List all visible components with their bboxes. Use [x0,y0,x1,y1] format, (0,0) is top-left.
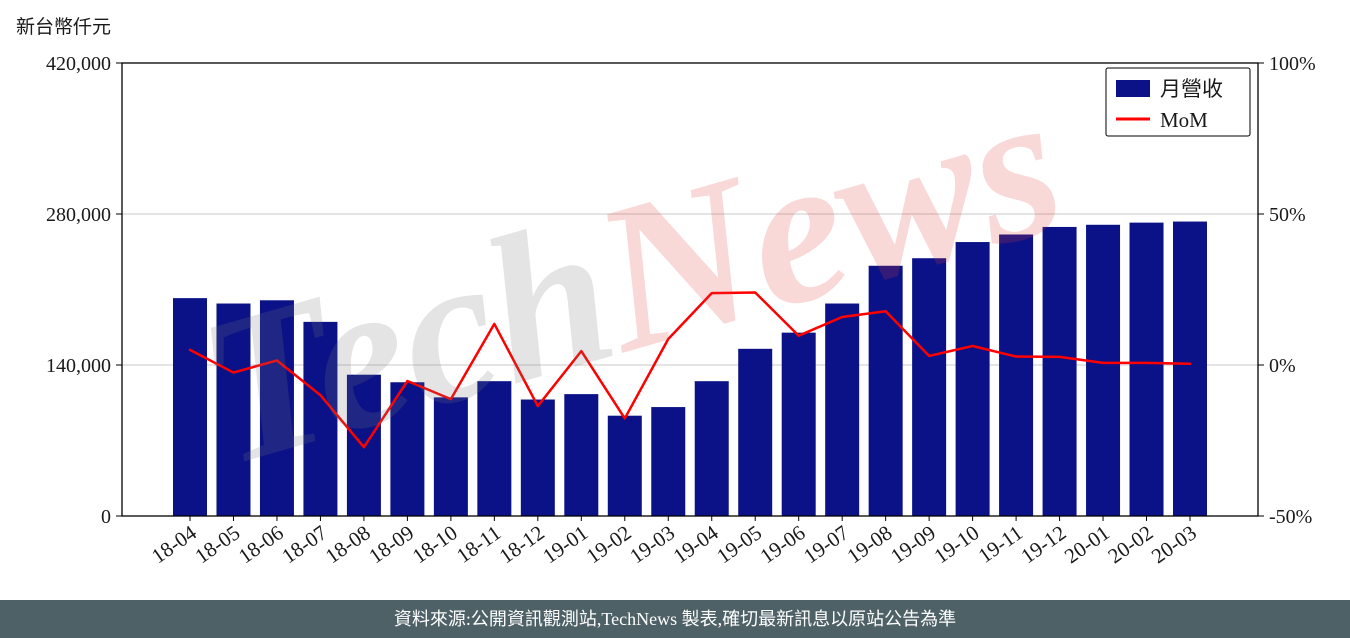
bar-18-10 [433,397,468,516]
bar-18-04 [173,298,207,516]
plot-border [121,62,1259,517]
x-tick-label: 19-07 [799,520,853,568]
x-tick-label: 18-06 [234,520,288,568]
x-tick-label: 18-09 [364,520,418,568]
x-tick-label: 19-02 [582,520,636,568]
x-tick-label: 18-07 [277,520,331,568]
x-tick-label: 19-03 [625,520,679,568]
left-tick-label: 420,000 [46,53,111,75]
bar-19-09 [912,258,947,516]
legend: 月營收 MoM [1105,67,1251,137]
x-tick-label: 19-12 [1017,520,1071,568]
bar-18-12 [520,399,555,516]
x-tick-label: 18-11 [452,520,505,567]
left-tick-label: 140,000 [46,355,111,377]
source-footer-text: 資料來源:公開資訊觀測站,TechNews 製表,確切最新訊息以原站公告為準 [393,609,957,629]
legend-label-mom: MoM [1160,108,1208,132]
x-tick-label: 19-09 [886,520,940,568]
x-tick-label: 20-01 [1060,520,1114,568]
bar-19-10 [955,242,990,517]
bar-19-06 [781,332,816,516]
x-tick-label: 18-08 [321,520,375,568]
bar-19-01 [564,394,599,516]
x-tick-label: 19-10 [930,520,984,568]
x-tick-label: 20-03 [1147,520,1201,568]
bar-19-12 [1042,226,1077,516]
bar-19-02 [607,415,642,516]
x-tick-label: 19-11 [974,520,1027,567]
x-tick-label: 19-01 [538,520,592,568]
legend-bar-swatch [1116,80,1150,97]
bar-19-11 [999,234,1034,516]
mom-line [188,291,1192,449]
bar-18-05 [216,303,251,516]
bar-18-11 [477,381,512,516]
bar-19-03 [651,407,686,516]
bar-series [173,221,1207,517]
x-tick-label: 18-10 [408,520,462,568]
left-tick-label: 0 [101,506,111,528]
x-tick-label: 19-04 [669,520,723,568]
bar-18-09 [390,382,425,516]
x-tick-label: 18-12 [495,520,549,568]
bar-19-08 [868,265,903,516]
revenue-mom-chart: TechNews0140,000280,000420,000-50%0%50%1… [46,45,1316,568]
x-tick-label: 18-05 [190,520,244,568]
x-tick-label: 18-04 [147,520,201,568]
bar-19-04 [694,381,729,516]
bar-20-02 [1129,222,1164,516]
source-footer: 資料來源:公開資訊觀測站,TechNews 製表,確切最新訊息以原站公告為準 [0,600,1350,638]
right-tick-label: 50% [1269,204,1306,226]
bar-19-05 [738,348,773,516]
bar-20-03 [1173,221,1207,517]
x-tick-label: 19-08 [843,520,897,568]
bar-18-07 [303,321,338,516]
x-tick-label: 19-05 [712,520,766,568]
left-tick-label: 280,000 [46,204,111,226]
y-axis-unit-label: 新台幣仟元 [16,17,112,38]
bar-18-06 [259,300,294,516]
x-tick-label: 20-02 [1103,520,1157,568]
right-tick-label: 100% [1269,53,1316,75]
legend-label-revenue: 月營收 [1160,77,1223,101]
bar-19-07 [825,303,860,516]
right-tick-label: 0% [1269,355,1296,377]
bar-20-01 [1086,224,1121,517]
x-tick-label: 19-06 [756,520,810,568]
right-tick-label: -50% [1269,506,1312,528]
